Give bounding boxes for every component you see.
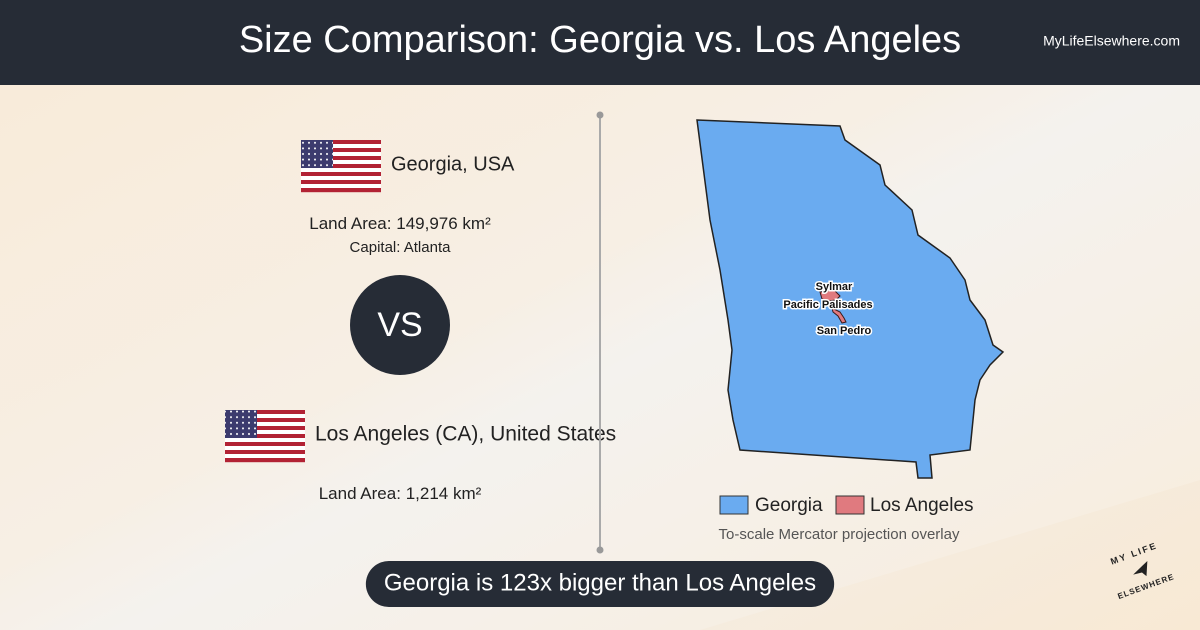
map-caption: To-scale Mercator projection overlay [719, 526, 960, 543]
flag-stripe [225, 442, 305, 447]
summary-pill [365, 561, 835, 607]
us-flag [301, 140, 381, 193]
flag-stripe [225, 438, 305, 443]
divider-end [596, 111, 604, 119]
flag-stripe [225, 458, 305, 463]
flag-stripe [225, 446, 305, 451]
legend-swatch [719, 495, 749, 515]
flag-stripe [301, 144, 381, 149]
flag-stripe [301, 168, 381, 173]
site-name[interactable]: MyLifeElsewhere.com [1043, 33, 1180, 49]
logo-plane [1133, 560, 1148, 577]
flag-stripe [301, 156, 381, 161]
legend-label: Georgia [755, 495, 823, 516]
flag-stripe [301, 160, 381, 165]
vs-text: VS [377, 306, 422, 344]
flag-stars [301, 140, 333, 168]
capital-value: Atlanta [404, 239, 451, 256]
legend-label: Los Angeles [870, 495, 974, 516]
flag-stripe [225, 418, 305, 423]
flag-stripe [301, 180, 381, 185]
map-labels: Sylmar Pacific Palisades San Pedro [782, 279, 874, 338]
land-area: Land Area: 1,214 km² [319, 484, 482, 503]
los-angeles-shape [819, 289, 847, 324]
area-label: Land Area: [309, 214, 391, 233]
flag-stripe [301, 184, 381, 189]
flag-stripe [301, 148, 381, 153]
header-title: Size Comparison: Georgia vs. Los Angeles [239, 19, 961, 61]
flag-stripe [225, 426, 305, 431]
flag-stripe [301, 188, 381, 193]
flag-stripe [225, 450, 305, 455]
area-label: Land Area: [319, 484, 401, 503]
georgia-shape [696, 119, 1005, 479]
legend-swatch [835, 495, 865, 515]
flag-stripe [301, 140, 381, 145]
flag-stripe [301, 164, 381, 169]
header-bar [0, 0, 1200, 85]
place-name: Los Angeles (CA), United States [315, 423, 616, 446]
capital: Capital: Atlanta [350, 239, 452, 256]
area-value: 149,976 km² [396, 214, 491, 233]
vs-circle [350, 275, 450, 375]
area-value: 1,214 km² [406, 484, 482, 503]
flag-stripe [225, 410, 305, 415]
capital-label: Capital: [350, 239, 401, 256]
flag-stripe [225, 414, 305, 419]
us-flag [225, 410, 305, 463]
flag-stripe [225, 422, 305, 427]
land-area: Land Area: 149,976 km² [309, 214, 491, 233]
summary-text: Georgia is 123x bigger than Los Angeles [384, 569, 816, 596]
flag-stripe [225, 434, 305, 439]
flag-stripe [225, 454, 305, 459]
place-name: Georgia, USA [391, 153, 515, 175]
flag-stripe [225, 430, 305, 435]
map-label: Pacific Palisades [783, 299, 872, 311]
map-label: San Pedro [817, 325, 872, 337]
divider-end [596, 546, 604, 554]
flag-stars [225, 410, 257, 438]
flag-stripe [301, 172, 381, 177]
map-label: Sylmar [816, 281, 853, 293]
flag-stripe [301, 176, 381, 181]
flag-stripe [301, 152, 381, 157]
